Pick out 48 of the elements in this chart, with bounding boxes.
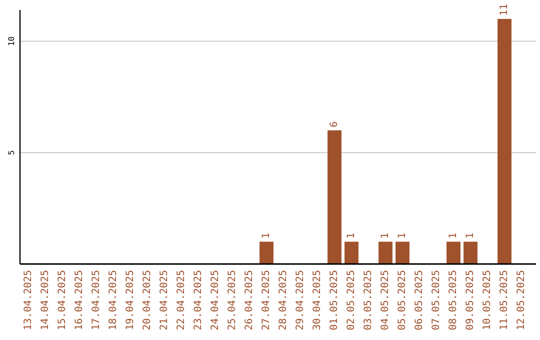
x-tick-label: 29.04.2025 [295,270,306,330]
x-tick-label: 19.04.2025 [125,270,136,330]
x-tick-label: 21.04.2025 [159,270,170,330]
x-tick-label: 18.04.2025 [108,270,119,330]
bar [498,18,512,264]
data-label: 1 [346,232,357,239]
x-tick-label: 04.05.2025 [380,270,391,330]
x-tick-label: 10.05.2025 [482,270,493,330]
x-tick-label: 05.05.2025 [397,270,408,330]
bar [464,242,478,264]
bar [396,242,410,264]
data-label: 1 [380,232,391,239]
x-tick-label: 28.04.2025 [278,270,289,330]
x-tick-label: 23.04.2025 [193,270,204,330]
bar [378,242,392,264]
x-tick-label: 06.05.2025 [414,270,425,330]
data-label: 1 [448,232,459,239]
x-tick-label: 07.05.2025 [431,270,442,330]
x-tick-label: 08.05.2025 [448,270,459,330]
x-tick-label: 09.05.2025 [465,270,476,330]
x-tick-label: 03.05.2025 [363,270,374,330]
x-tick-label: 25.04.2025 [227,270,238,330]
bar [344,242,358,264]
data-label: 6 [329,121,340,128]
x-tick-label: 22.04.2025 [176,270,187,330]
bar [328,130,342,264]
data-label: 11 [499,4,510,16]
data-label: 1 [465,232,476,239]
bar [260,242,274,264]
x-tick-label: 14.04.2025 [40,270,51,330]
x-tick-label: 26.04.2025 [244,270,255,330]
x-tick-label: 01.05.2025 [329,270,340,330]
x-tick-label: 02.05.2025 [346,270,357,330]
y-tick-label: 5 [7,150,16,156]
x-tick-label: 30.04.2025 [312,270,323,330]
x-tick-label: 20.04.2025 [142,270,153,330]
x-tick-label: 11.05.2025 [499,270,510,330]
data-label: 1 [261,232,272,239]
x-tick-label: 13.04.2025 [23,270,34,330]
x-tick-label: 12.05.2025 [516,270,527,330]
x-tick-label: 24.04.2025 [210,270,221,330]
x-tick-label: 17.04.2025 [91,270,102,330]
x-tick-label: 16.04.2025 [74,270,85,330]
y-tick-label: 10 [7,36,16,46]
x-tick-label: 27.04.2025 [261,270,272,330]
data-label: 1 [397,232,408,239]
x-tick-label: 15.04.2025 [57,270,68,330]
bar [446,242,460,264]
